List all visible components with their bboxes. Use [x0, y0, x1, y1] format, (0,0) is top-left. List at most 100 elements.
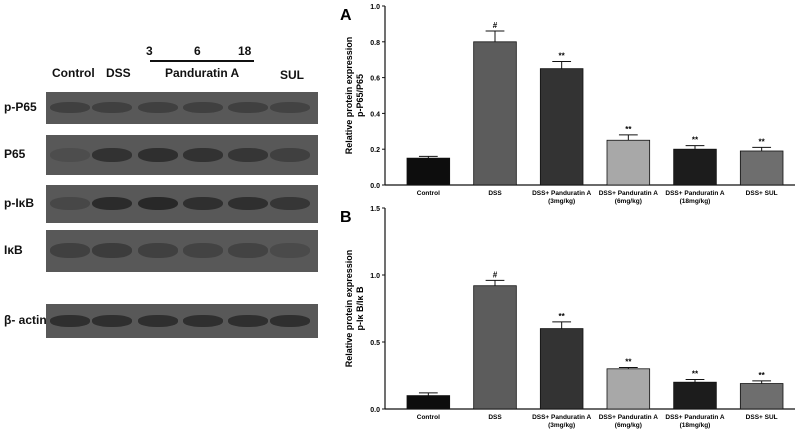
blot-band	[270, 314, 310, 327]
y-tick-label: 1.5	[370, 206, 380, 213]
blot-band	[228, 147, 268, 162]
blot-band	[50, 243, 90, 259]
y-tick-label: 0.6	[370, 76, 380, 83]
blot-band	[92, 314, 132, 327]
x-tick-label: DSS	[488, 190, 502, 197]
x-tick-label: DSS+ Panduratin A	[599, 190, 658, 197]
blot-band	[183, 102, 223, 114]
blot-band	[92, 102, 132, 114]
significance-marker: **	[625, 125, 632, 134]
y-axis-label: Relative protein expression	[344, 37, 354, 155]
blot-band	[92, 147, 132, 162]
blot-band	[50, 147, 90, 162]
x-tick-label: (3mg/kg)	[548, 198, 575, 205]
bar-chart-a: A Relative protein expression p-P65/P65 0.0…	[340, 4, 795, 205]
blot-panel	[46, 185, 318, 223]
lane-label-dss: DSS	[106, 66, 131, 80]
blot-band	[183, 243, 223, 259]
bar	[606, 139, 651, 186]
bar	[673, 148, 717, 186]
blot-band	[92, 243, 132, 259]
blot-band	[50, 314, 90, 327]
blot-band	[228, 102, 268, 114]
y-axis-label-sub: p-P65/P65	[355, 74, 365, 117]
x-tick-label: DSS+ Panduratin A	[665, 190, 724, 197]
blot-band	[138, 243, 178, 259]
blot-band	[183, 147, 223, 162]
blot-band	[138, 102, 178, 114]
y-tick-label: 0.0	[370, 407, 380, 414]
x-tick-label: Control	[417, 414, 440, 421]
y-axis-label: Relative protein expression	[344, 250, 354, 368]
dose-label-6: 6	[194, 44, 201, 58]
blot-row-label: β- actin	[4, 313, 47, 327]
x-tick-label: (6mg/kg)	[615, 198, 642, 205]
bar	[473, 285, 517, 410]
bar	[606, 368, 651, 410]
blot-band	[138, 197, 178, 211]
blot-band	[228, 243, 268, 259]
y-tick-label: 0.4	[370, 111, 380, 118]
x-tick-label: DSS+ Panduratin A	[532, 414, 591, 421]
y-tick-label: 0.8	[370, 40, 380, 47]
blot-row-label: IκB	[4, 243, 23, 257]
bar	[739, 383, 784, 410]
x-tick-label: (3mg/kg)	[548, 422, 575, 429]
dose-bracket-line	[150, 60, 254, 62]
lane-label-control: Control	[52, 66, 95, 80]
blot-band	[228, 314, 268, 327]
bar	[539, 328, 584, 410]
x-tick-label: Control	[417, 190, 440, 197]
significance-marker: **	[759, 371, 766, 380]
bar	[539, 68, 584, 186]
y-axis-label-sub: p-Iκ B/Iκ B	[355, 286, 365, 331]
blot-band	[270, 197, 310, 211]
significance-marker: #	[493, 270, 498, 279]
dose-label-18: 18	[238, 44, 252, 58]
x-tick-label: (18mg/kg)	[680, 422, 711, 429]
x-tick-label: DSS+ Panduratin A	[599, 414, 658, 421]
x-tick-label: DSS	[488, 414, 502, 421]
blot-band	[92, 197, 132, 211]
y-tick-label: 0.0	[370, 183, 380, 190]
lane-label-panduratin: Panduratin A	[165, 66, 240, 80]
bar	[473, 41, 517, 186]
x-tick-label: (6mg/kg)	[615, 422, 642, 429]
bar-chart-b: B Relative protein expression p-Iκ B/Iκ B 0…	[340, 206, 795, 429]
panel-letter: A	[340, 7, 352, 24]
significance-marker: **	[559, 312, 566, 321]
blot-band	[138, 314, 178, 327]
blot-band	[228, 197, 268, 211]
dose-label-3: 3	[146, 44, 153, 58]
bar	[739, 150, 784, 186]
x-tick-label: DSS+ Panduratin A	[665, 414, 724, 421]
significance-marker: **	[559, 51, 566, 60]
blot-band	[183, 197, 223, 211]
blot-band	[270, 102, 310, 114]
blot-band	[183, 314, 223, 327]
panel-letter: B	[340, 209, 352, 226]
blot-row-label: p-P65	[4, 100, 37, 114]
blot-band	[138, 147, 178, 162]
bar	[406, 157, 451, 186]
y-tick-label: 0.5	[370, 340, 380, 347]
blot-band	[50, 102, 90, 114]
blot-band	[270, 243, 310, 259]
bar	[406, 395, 451, 410]
x-tick-label: DSS+ SUL	[746, 190, 778, 197]
significance-marker: **	[625, 357, 632, 366]
x-tick-label: DSS+ SUL	[746, 414, 778, 421]
bar	[673, 381, 717, 410]
significance-marker: **	[759, 137, 766, 146]
blot-row-label: p-IκB	[4, 196, 35, 210]
significance-marker: **	[692, 136, 699, 145]
blot-panel	[46, 304, 318, 338]
y-tick-label: 1.0	[370, 273, 380, 280]
significance-marker: **	[692, 370, 699, 379]
y-tick-label: 1.0	[370, 4, 380, 11]
x-tick-label: (18mg/kg)	[680, 198, 711, 205]
blot-panel	[46, 135, 318, 175]
significance-marker: #	[493, 21, 498, 30]
y-tick-label: 0.2	[370, 147, 380, 154]
blot-band	[270, 147, 310, 162]
